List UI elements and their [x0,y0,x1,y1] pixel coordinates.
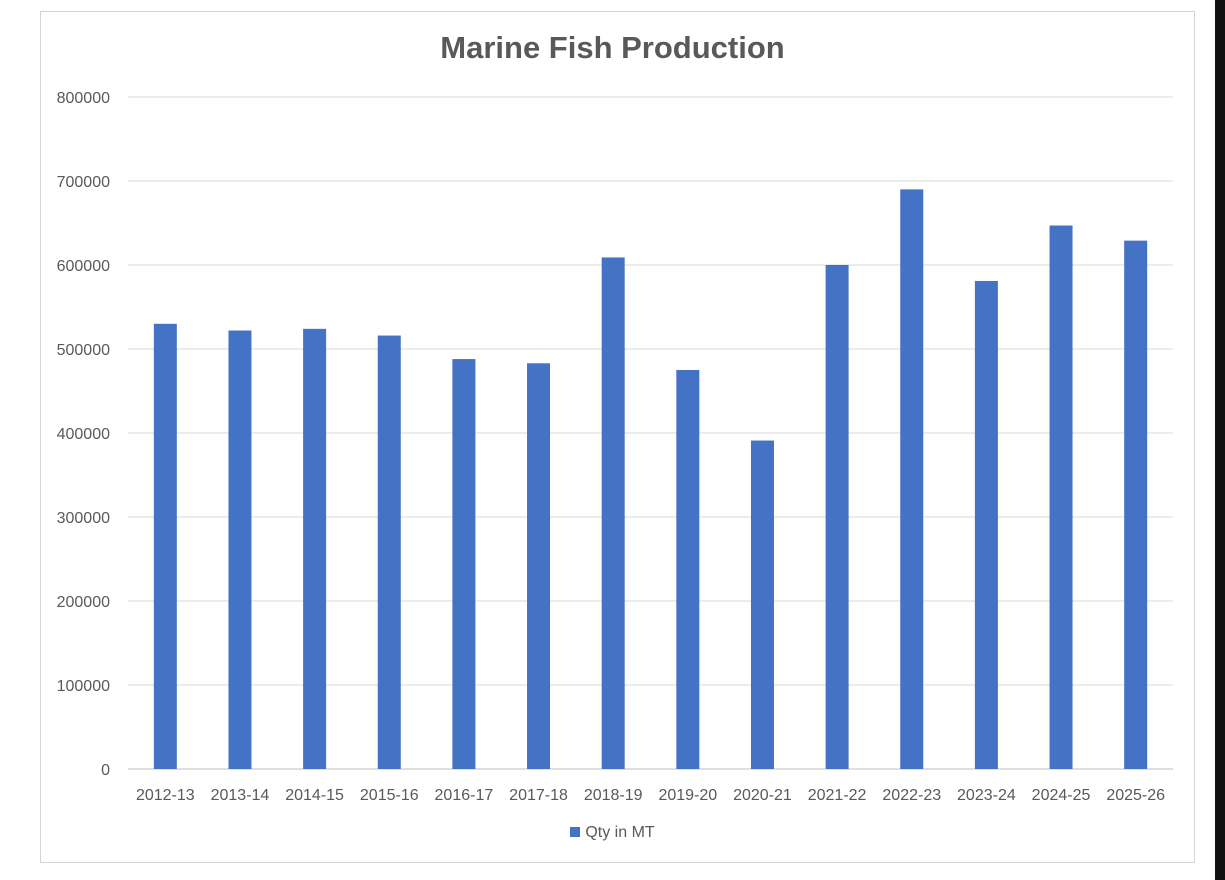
bar-layer [153,189,1148,769]
y-tick-label: 800000 [57,90,110,107]
y-tick-label: 0 [101,762,110,779]
x-tick-label: 2015-16 [360,787,419,804]
x-tick-label: 2017-18 [509,787,568,804]
x-tick-label: 2023-24 [957,787,1016,804]
xtick-layer: 2012-13 2013-14 2014-15 2015-16 2016-17 2017-… [136,787,1165,804]
x-tick-label: 2014-15 [285,787,344,804]
bar [228,330,252,769]
ytick-layer: 0 100000 200000 300000 400000 500000 600000 700… [57,90,110,779]
legend-swatch [570,827,581,837]
bar [825,265,849,769]
bar [601,257,625,769]
x-tick-label: 2013-14 [211,787,270,804]
bar [303,328,327,769]
y-tick-label: 500000 [57,342,110,359]
y-tick-label: 400000 [57,426,110,443]
legend-label: Qty in MT [585,824,655,841]
y-tick-label: 700000 [57,174,110,191]
bar [1049,225,1073,769]
x-tick-label: 2025-26 [1106,787,1165,804]
bar [452,359,476,769]
x-tick-label: 2012-13 [136,787,195,804]
x-tick-label: 2019-20 [658,787,717,804]
bar [1124,240,1148,769]
y-tick-label: 100000 [57,678,110,695]
bar [900,189,924,769]
x-tick-label: 2018-19 [584,787,643,804]
bar [676,370,700,769]
y-tick-label: 200000 [57,594,110,611]
grid-layer [128,96,1173,770]
x-tick-label: 2016-17 [435,787,494,804]
bar [750,440,774,769]
x-tick-label: 2022-23 [882,787,941,804]
chart-title: Marine Fish Production [440,30,785,65]
bar [377,335,401,769]
bar [153,323,177,769]
y-tick-label: 600000 [57,258,110,275]
edge-strip [1215,0,1225,880]
legend: Qty in MT [0,824,1225,842]
bar [974,280,998,769]
x-tick-label: 2024-25 [1032,787,1091,804]
y-tick-label: 300000 [57,510,110,527]
x-tick-label: 2020-21 [733,787,792,804]
x-tick-label: 2021-22 [808,787,867,804]
bar [527,363,551,769]
